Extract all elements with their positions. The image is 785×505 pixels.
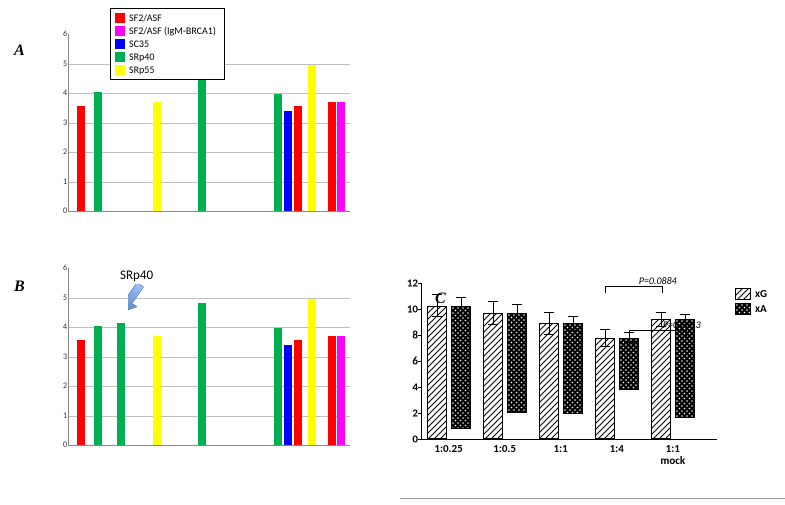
x-tick-label: 1:0.25 <box>434 443 462 455</box>
x-tick-label: 1:1 <box>554 443 568 455</box>
bar <box>284 345 292 445</box>
bar-group <box>539 323 583 439</box>
bar <box>294 340 302 445</box>
y-tick: 1 <box>51 177 67 187</box>
srp40-annotation-arrow <box>128 284 168 304</box>
y-tick: 5 <box>51 293 67 303</box>
panel-b-label: B <box>14 278 25 296</box>
y-tick: 0 <box>51 440 67 450</box>
chart-c: 0246810121:0.251:0.51:11:41:1 mockP=0.08… <box>395 278 725 468</box>
legend-swatch <box>115 52 125 62</box>
y-tick: 3 <box>51 352 67 362</box>
y-tick: 4 <box>51 88 67 98</box>
bar <box>77 340 85 445</box>
bar <box>198 69 206 211</box>
bar <box>274 94 282 211</box>
legend-item: SRp55 <box>115 64 216 76</box>
bar <box>337 336 345 445</box>
figure-root: A B C 0123456 SF2/ASFSF2/ASF (IgM-BRCA1)… <box>0 0 785 505</box>
srp40-annotation-label: SRp40 <box>120 268 153 283</box>
x-tick-label: 1:1 mock <box>660 443 685 467</box>
bar-group <box>595 338 639 439</box>
y-tick: 2 <box>400 407 418 420</box>
legend-label: xA <box>755 302 767 315</box>
chart-a-legend: SF2/ASFSF2/ASF (IgM-BRCA1)SC35SRp40SRp55 <box>110 8 225 80</box>
bar-xG <box>651 319 671 439</box>
bar-group <box>651 319 695 439</box>
bar <box>77 106 85 211</box>
bar-xG <box>595 338 615 439</box>
bar <box>337 102 345 211</box>
chart-c-legend: xG xA <box>735 285 767 317</box>
y-tick: 6 <box>51 263 67 273</box>
y-tick: 6 <box>51 29 67 39</box>
bar-xG <box>539 323 559 439</box>
legend-swatch <box>115 13 125 23</box>
bar <box>153 336 161 445</box>
bar-xA <box>563 323 583 414</box>
bar-group <box>427 306 471 439</box>
y-tick: 3 <box>51 118 67 128</box>
p-value-label: P=0.0884 <box>639 274 677 287</box>
y-tick: 4 <box>51 322 67 332</box>
legend-swatch <box>735 288 751 300</box>
bar <box>328 102 336 211</box>
bar <box>198 303 206 445</box>
bar-xG <box>483 313 503 439</box>
bar <box>308 65 316 211</box>
y-tick: 5 <box>51 59 67 69</box>
legend-item: SC35 <box>115 38 216 50</box>
chart-b: 0 1 2 3 4 5 6 <box>48 260 358 460</box>
legend-label: SF2/ASF <box>129 12 162 24</box>
bar <box>94 92 102 211</box>
y-tick: 8 <box>400 329 418 342</box>
legend-item: SF2/ASF <box>115 12 216 24</box>
legend-label: SC35 <box>129 38 149 50</box>
legend-swatch <box>735 303 751 315</box>
legend-item: xG <box>735 287 767 300</box>
y-tick: 0 <box>400 433 418 446</box>
divider <box>400 498 785 499</box>
legend-item: SRp40 <box>115 51 216 63</box>
bar-group <box>483 313 527 439</box>
bar <box>274 328 282 445</box>
y-tick: 4 <box>400 381 418 394</box>
y-tick: 1 <box>51 411 67 421</box>
p-value-label: P=0.0013 <box>663 318 701 331</box>
y-tick: 10 <box>400 303 418 316</box>
bar-xA <box>451 306 471 430</box>
legend-item: SF2/ASF (IgM-BRCA1) <box>115 25 216 37</box>
bar <box>153 102 161 211</box>
y-tick: 0 <box>51 206 67 216</box>
bar <box>328 336 336 445</box>
bar-xG <box>427 306 447 439</box>
chart-c-plot: 0246810121:0.251:0.51:11:41:1 mockP=0.08… <box>421 283 717 440</box>
x-tick-label: 1:0.5 <box>493 443 516 455</box>
panel-a-label: A <box>14 42 25 60</box>
legend-swatch <box>115 39 125 49</box>
bar-xA <box>619 338 639 390</box>
bar <box>117 323 125 445</box>
bar <box>308 299 316 445</box>
legend-item: xA <box>735 302 767 315</box>
y-tick: 12 <box>400 277 418 290</box>
bar-xA <box>507 313 527 413</box>
bar <box>284 111 292 211</box>
legend-label: SRp40 <box>129 51 154 63</box>
legend-label: SRp55 <box>129 64 154 76</box>
legend-swatch <box>115 26 125 36</box>
x-tick-label: 1:4 <box>610 443 624 455</box>
bar <box>94 326 102 445</box>
stat-bracket <box>605 286 663 293</box>
y-tick: 2 <box>51 381 67 391</box>
y-tick: 6 <box>400 355 418 368</box>
chart-b-plot: 0123456 <box>68 268 350 446</box>
legend-label: xG <box>755 287 767 300</box>
bar <box>294 106 302 211</box>
y-tick: 2 <box>51 147 67 157</box>
legend-swatch <box>115 65 125 75</box>
legend-label: SF2/ASF (IgM-BRCA1) <box>129 25 216 37</box>
stat-bracket <box>629 330 687 337</box>
